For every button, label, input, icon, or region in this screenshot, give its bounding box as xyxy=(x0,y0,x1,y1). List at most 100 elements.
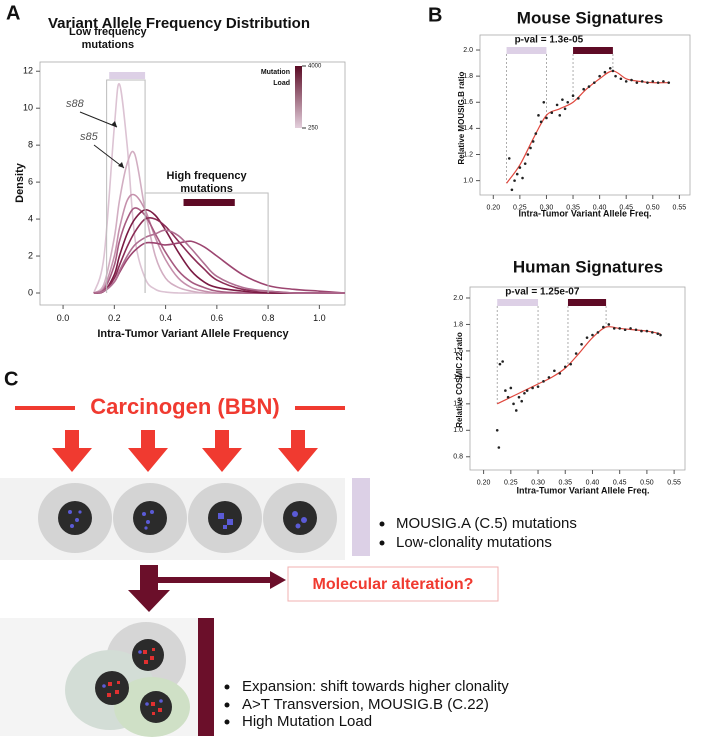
early-cells xyxy=(133,501,167,535)
point xyxy=(513,179,516,182)
x-tick-label: 0.25 xyxy=(504,479,518,486)
expanded-cells xyxy=(143,650,147,654)
expanded-cells xyxy=(140,691,172,723)
trend-line xyxy=(506,70,669,184)
point xyxy=(498,362,502,366)
early-cells xyxy=(283,501,317,535)
expanded-cells xyxy=(138,650,142,654)
early-cells xyxy=(227,519,233,525)
note: Low-clonality mutations xyxy=(396,534,552,551)
x-tick-label: 0.0 xyxy=(57,313,70,323)
early-cells xyxy=(142,512,146,516)
point xyxy=(547,376,551,379)
region-bar xyxy=(567,299,607,306)
region-bar xyxy=(109,72,146,79)
progression-arrows xyxy=(128,565,170,612)
early-cells xyxy=(150,510,154,514)
point xyxy=(501,360,504,363)
point xyxy=(624,80,628,83)
point xyxy=(596,331,600,334)
diagram: Carcinogen (BBN) MOUSIG.A (C.5) mutation… xyxy=(0,394,577,737)
annotation-arrow-head xyxy=(118,162,124,168)
region-box xyxy=(144,192,269,293)
y-tick-label: 1.6 xyxy=(463,99,473,106)
point xyxy=(623,328,627,332)
point xyxy=(531,140,535,143)
annotation-arrow-head xyxy=(111,121,117,127)
point xyxy=(553,369,556,373)
region-bar xyxy=(497,299,539,306)
early-cells xyxy=(295,523,301,529)
y-axis-label: Relative MOUSIG.B ratio xyxy=(457,71,466,164)
x-tick-label: 1.0 xyxy=(313,313,326,323)
y-tick-label: 6 xyxy=(28,176,33,186)
panel-label: A xyxy=(6,2,20,24)
series-annotation: s88 xyxy=(66,98,85,110)
point xyxy=(656,81,660,84)
chart-title: Human Signatures xyxy=(513,257,663,276)
y-axis-label: Relative COSMIC 22 ratio xyxy=(455,332,464,428)
point xyxy=(529,146,532,150)
early-cells xyxy=(75,518,79,522)
early-cells xyxy=(208,501,242,535)
series-annotation: s85 xyxy=(80,131,99,143)
note: High Mutation Load xyxy=(242,713,372,730)
x-tick-label: 0.50 xyxy=(646,204,660,211)
point xyxy=(537,114,540,117)
y-tick-label: 0 xyxy=(28,287,33,297)
high-clonality-bar xyxy=(198,618,214,736)
y-tick-label: 1.2 xyxy=(463,151,473,158)
low-clonality-bar xyxy=(352,478,370,556)
point xyxy=(651,80,655,83)
point xyxy=(611,69,615,73)
point xyxy=(645,329,649,333)
region-label: mutations xyxy=(82,39,135,51)
density-line xyxy=(93,216,345,294)
point xyxy=(512,402,515,406)
point xyxy=(662,80,665,83)
expanded-cells xyxy=(95,671,129,705)
early-cells xyxy=(68,510,307,530)
region-label: mutations xyxy=(180,183,233,195)
early-cells xyxy=(301,517,307,523)
early-cells xyxy=(223,525,227,529)
point xyxy=(495,429,499,432)
colorbar-tick-label: 250 xyxy=(308,126,319,132)
point xyxy=(603,70,607,74)
expanded-cells xyxy=(159,699,163,703)
point xyxy=(634,328,638,332)
point xyxy=(534,132,538,135)
point xyxy=(561,98,564,101)
x-tick-label: 0.8 xyxy=(262,313,275,323)
x-tick-label: 0.20 xyxy=(477,479,491,486)
x-tick-label: 0.6 xyxy=(211,313,224,323)
trend-line xyxy=(496,325,661,405)
early-cells xyxy=(70,524,74,528)
density-line xyxy=(93,229,345,294)
point xyxy=(577,97,580,100)
colorbar xyxy=(295,66,302,128)
point xyxy=(558,372,562,375)
expanded-cells xyxy=(65,622,190,737)
expanded-cells xyxy=(132,639,164,671)
point xyxy=(531,386,534,390)
x-tick-label: 0.30 xyxy=(531,479,545,486)
expanded-cells xyxy=(152,712,155,715)
x-tick-label: 0.55 xyxy=(667,479,681,486)
y-tick-label: 10 xyxy=(23,103,33,113)
point xyxy=(580,342,583,346)
question-box xyxy=(287,566,499,602)
expanded-cells xyxy=(144,660,148,664)
expanded-cells xyxy=(102,684,106,688)
y-tick-label: 12 xyxy=(23,66,33,76)
bullet xyxy=(224,684,230,690)
point xyxy=(509,386,513,390)
point xyxy=(587,85,591,88)
progression-arrows xyxy=(158,577,270,583)
carcinogen-label: Carcinogen (BBN) xyxy=(90,394,279,419)
point xyxy=(585,336,589,339)
question: Molecular alteration? xyxy=(313,576,474,593)
point xyxy=(523,391,526,395)
y-axis-label: Density xyxy=(14,162,26,203)
